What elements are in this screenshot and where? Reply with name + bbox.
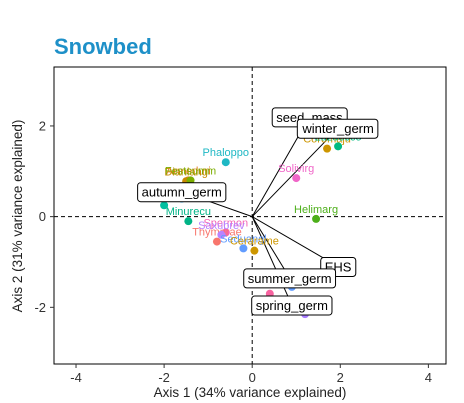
species-point (222, 158, 230, 166)
chart-title: Snowbed (54, 34, 152, 59)
x-tick-label: -2 (158, 370, 170, 385)
vector-label: summer_germ (248, 271, 332, 286)
species-label: Minurecu (166, 206, 211, 218)
x-tick-label: 2 (337, 370, 344, 385)
species-label: Helimarg (294, 204, 338, 216)
species-label: Saxubrev (198, 220, 245, 232)
y-tick-label: 0 (39, 209, 46, 224)
species-point (184, 217, 192, 225)
species-point (312, 215, 320, 223)
species-label: Solivirg (278, 163, 314, 175)
species-label: Festsumm (165, 165, 216, 177)
species-label: Phaloppo (203, 147, 250, 159)
species-point (292, 174, 300, 182)
species-point (250, 247, 258, 255)
x-tick-label: -4 (70, 370, 82, 385)
species-label: Cerarame (230, 236, 279, 248)
y-axis-label: Axis 2 (31% variance explained) (10, 120, 25, 313)
species-point (323, 145, 331, 153)
x-tick-label: 4 (425, 370, 432, 385)
x-axis-label: Axis 1 (34% variance explained) (154, 385, 347, 400)
species-point (334, 142, 342, 150)
vector-label: winter_germ (301, 121, 374, 136)
vector-label: spring_germ (256, 298, 328, 313)
y-tick-label: -2 (34, 300, 46, 315)
x-tick-label: 0 (249, 370, 256, 385)
y-tick-label: 2 (39, 118, 46, 133)
vector-label: autumn_germ (142, 185, 222, 200)
